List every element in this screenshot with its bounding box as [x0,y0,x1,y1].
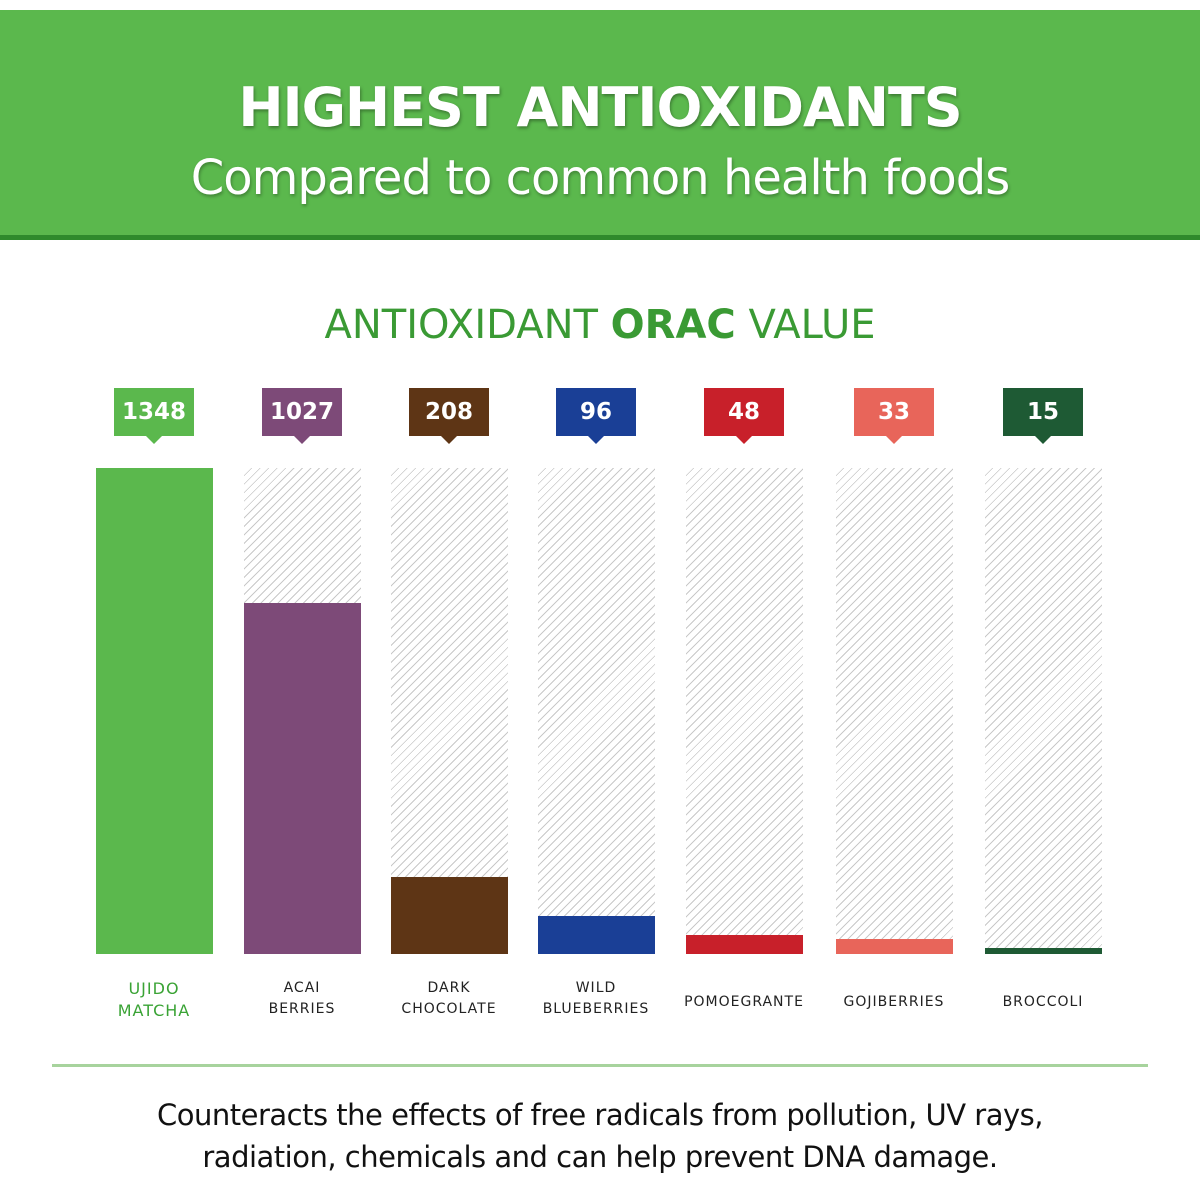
category-label: ACAI BERRIES [222,978,382,1020]
value-badge: 48 [704,388,784,444]
chart-title-suffix: VALUE [748,302,876,348]
chart-title: ANTIOXIDANT ORAC VALUE [0,302,1200,348]
chart-title-bold: ORAC [610,302,736,348]
bar-fill [836,939,953,954]
bar-fill [686,935,803,954]
category-label-line-1: UJIDO [128,979,180,998]
category-label-line-1: WILD [575,980,617,996]
bar-track [96,468,213,954]
category-label-line-1: BROCCOLI [1002,994,1084,1010]
bar-track [538,468,655,954]
category-label-line-1: ACAI [283,980,321,996]
bar-track [686,468,803,954]
bar-fill [244,603,361,954]
value-badge: 208 [409,388,489,444]
footer-line-1: Counteracts the effects of free radicals… [157,1098,1043,1132]
category-label-line-1: GOJIBERRIES [843,994,945,1010]
bar-track [836,468,953,954]
category-label-line-1: POMOEGRANTE [684,994,804,1010]
category-label: UJIDO MATCHA [74,978,234,1022]
category-label-line-2: CHOCOLATE [401,1001,497,1017]
category-label: BROCCOLI [963,992,1123,1013]
footer-text: Counteracts the effects of free radicals… [0,1094,1200,1178]
value-badge: 1027 [262,388,342,444]
category-label-line-2: BLUEBERRIES [542,1001,650,1017]
bar-track [985,468,1102,954]
category-label-line-1: DARK [427,980,471,996]
bar-fill [538,916,655,954]
divider [52,1064,1148,1067]
bar-fill [985,948,1102,954]
value-badge: 96 [556,388,636,444]
bar-fill [96,468,213,954]
category-label: GOJIBERRIES [814,992,974,1013]
value-badge: 33 [854,388,934,444]
page-subtitle: Compared to common health foods [190,150,1011,206]
value-badge: 15 [1003,388,1083,444]
page-title: HIGHEST ANTIOXIDANTS [238,76,962,139]
footer-line-2: radiation, chemicals and can help preven… [202,1140,998,1174]
category-label: WILD BLUEBERRIES [516,978,676,1020]
value-badge: 1348 [114,388,194,444]
category-label: DARK CHOCOLATE [369,978,529,1020]
bar-track [391,468,508,954]
header-banner: HIGHEST ANTIOXIDANTS Compared to common … [0,10,1200,240]
category-label-line-2: BERRIES [268,1001,336,1017]
bar-fill [391,877,508,954]
chart-title-prefix: ANTIOXIDANT [324,302,598,348]
bar-track [244,468,361,954]
category-label-line-2: MATCHA [117,1001,191,1020]
category-label: POMOEGRANTE [664,992,824,1013]
